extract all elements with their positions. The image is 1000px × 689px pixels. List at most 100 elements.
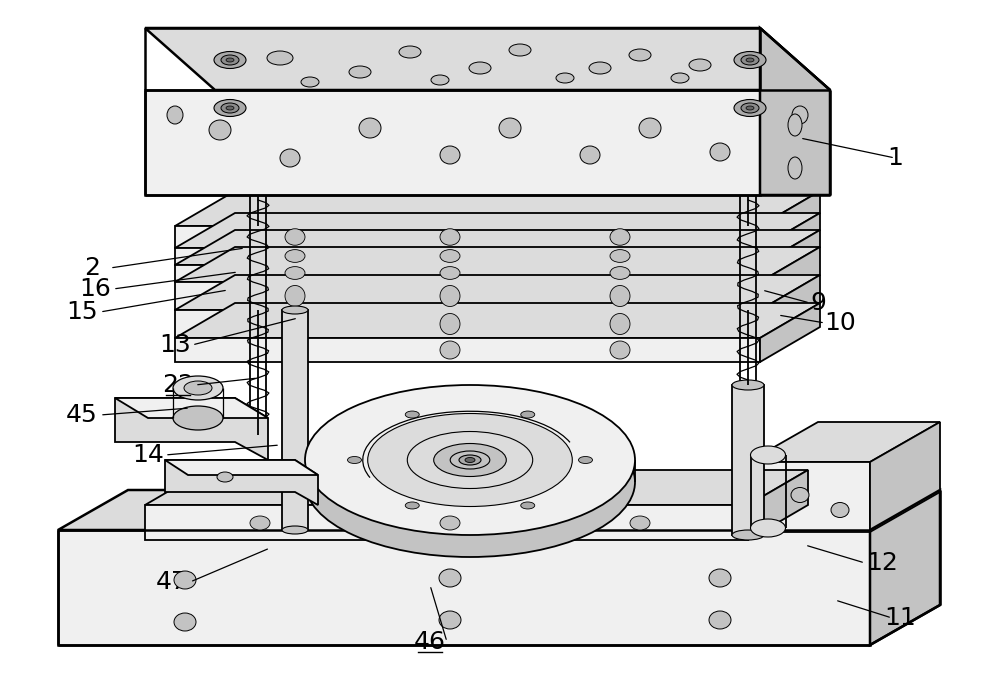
Ellipse shape bbox=[746, 106, 754, 110]
Ellipse shape bbox=[174, 613, 196, 631]
Ellipse shape bbox=[469, 62, 491, 74]
Ellipse shape bbox=[359, 118, 381, 138]
Ellipse shape bbox=[450, 451, 490, 469]
Ellipse shape bbox=[173, 376, 223, 400]
Ellipse shape bbox=[305, 385, 635, 535]
Ellipse shape bbox=[732, 530, 764, 540]
Ellipse shape bbox=[407, 431, 533, 489]
Ellipse shape bbox=[630, 516, 650, 530]
Ellipse shape bbox=[434, 444, 506, 477]
Ellipse shape bbox=[405, 502, 419, 509]
Ellipse shape bbox=[578, 457, 592, 464]
Ellipse shape bbox=[217, 472, 233, 482]
Polygon shape bbox=[175, 248, 760, 265]
Text: 1: 1 bbox=[887, 146, 903, 170]
Polygon shape bbox=[175, 275, 820, 310]
Ellipse shape bbox=[440, 146, 460, 164]
Polygon shape bbox=[58, 490, 940, 530]
Ellipse shape bbox=[368, 413, 572, 506]
Polygon shape bbox=[760, 213, 820, 265]
Ellipse shape bbox=[610, 285, 630, 307]
Ellipse shape bbox=[349, 66, 371, 78]
Polygon shape bbox=[748, 422, 940, 462]
Polygon shape bbox=[175, 265, 760, 282]
Ellipse shape bbox=[831, 502, 849, 517]
Ellipse shape bbox=[734, 52, 766, 68]
Polygon shape bbox=[145, 505, 748, 540]
Ellipse shape bbox=[440, 229, 460, 245]
Ellipse shape bbox=[746, 58, 754, 62]
Polygon shape bbox=[748, 462, 870, 532]
Ellipse shape bbox=[610, 313, 630, 334]
Ellipse shape bbox=[285, 249, 305, 263]
Polygon shape bbox=[282, 310, 308, 530]
Text: 13: 13 bbox=[159, 333, 191, 357]
Ellipse shape bbox=[610, 229, 630, 245]
Ellipse shape bbox=[509, 44, 531, 56]
Ellipse shape bbox=[405, 411, 419, 418]
Polygon shape bbox=[115, 398, 268, 418]
Polygon shape bbox=[145, 90, 760, 195]
Ellipse shape bbox=[792, 106, 808, 124]
Ellipse shape bbox=[209, 120, 231, 140]
Text: 10: 10 bbox=[824, 311, 856, 335]
Ellipse shape bbox=[173, 406, 223, 430]
Polygon shape bbox=[760, 28, 830, 195]
Ellipse shape bbox=[689, 59, 711, 71]
Ellipse shape bbox=[750, 519, 786, 537]
Ellipse shape bbox=[610, 249, 630, 263]
Polygon shape bbox=[760, 191, 820, 248]
Ellipse shape bbox=[671, 73, 689, 83]
Ellipse shape bbox=[439, 611, 461, 629]
Ellipse shape bbox=[639, 118, 661, 138]
Polygon shape bbox=[732, 385, 764, 535]
Ellipse shape bbox=[709, 569, 731, 587]
Text: 22: 22 bbox=[162, 373, 194, 397]
Text: 16: 16 bbox=[79, 277, 111, 301]
Ellipse shape bbox=[521, 502, 535, 509]
Polygon shape bbox=[748, 470, 808, 540]
Ellipse shape bbox=[167, 106, 183, 124]
Polygon shape bbox=[175, 191, 820, 226]
Ellipse shape bbox=[226, 58, 234, 62]
Ellipse shape bbox=[589, 62, 611, 74]
Polygon shape bbox=[760, 230, 820, 282]
Polygon shape bbox=[145, 470, 808, 505]
Ellipse shape bbox=[440, 249, 460, 263]
Polygon shape bbox=[870, 490, 940, 645]
Polygon shape bbox=[760, 247, 820, 310]
Polygon shape bbox=[175, 282, 760, 310]
Text: 2: 2 bbox=[84, 256, 100, 280]
Ellipse shape bbox=[440, 313, 460, 334]
Ellipse shape bbox=[788, 114, 802, 136]
Ellipse shape bbox=[580, 146, 600, 164]
Ellipse shape bbox=[440, 285, 460, 307]
Ellipse shape bbox=[285, 341, 305, 359]
Polygon shape bbox=[870, 422, 940, 532]
Polygon shape bbox=[175, 310, 760, 338]
Polygon shape bbox=[175, 213, 820, 248]
Ellipse shape bbox=[301, 77, 319, 87]
Ellipse shape bbox=[440, 341, 460, 359]
Ellipse shape bbox=[174, 571, 196, 589]
Ellipse shape bbox=[285, 285, 305, 307]
Polygon shape bbox=[175, 247, 820, 282]
Ellipse shape bbox=[280, 149, 300, 167]
Ellipse shape bbox=[732, 380, 764, 390]
Polygon shape bbox=[760, 275, 820, 338]
Ellipse shape bbox=[521, 411, 535, 418]
Ellipse shape bbox=[214, 52, 246, 68]
Polygon shape bbox=[145, 28, 830, 90]
Ellipse shape bbox=[750, 446, 786, 464]
Ellipse shape bbox=[285, 313, 305, 334]
Polygon shape bbox=[115, 398, 268, 460]
Ellipse shape bbox=[282, 526, 308, 534]
Ellipse shape bbox=[431, 75, 449, 85]
Ellipse shape bbox=[709, 611, 731, 629]
Ellipse shape bbox=[221, 55, 239, 65]
Polygon shape bbox=[175, 338, 760, 362]
Text: 12: 12 bbox=[866, 551, 898, 575]
Ellipse shape bbox=[226, 106, 234, 110]
Ellipse shape bbox=[710, 143, 730, 161]
Polygon shape bbox=[165, 460, 318, 505]
